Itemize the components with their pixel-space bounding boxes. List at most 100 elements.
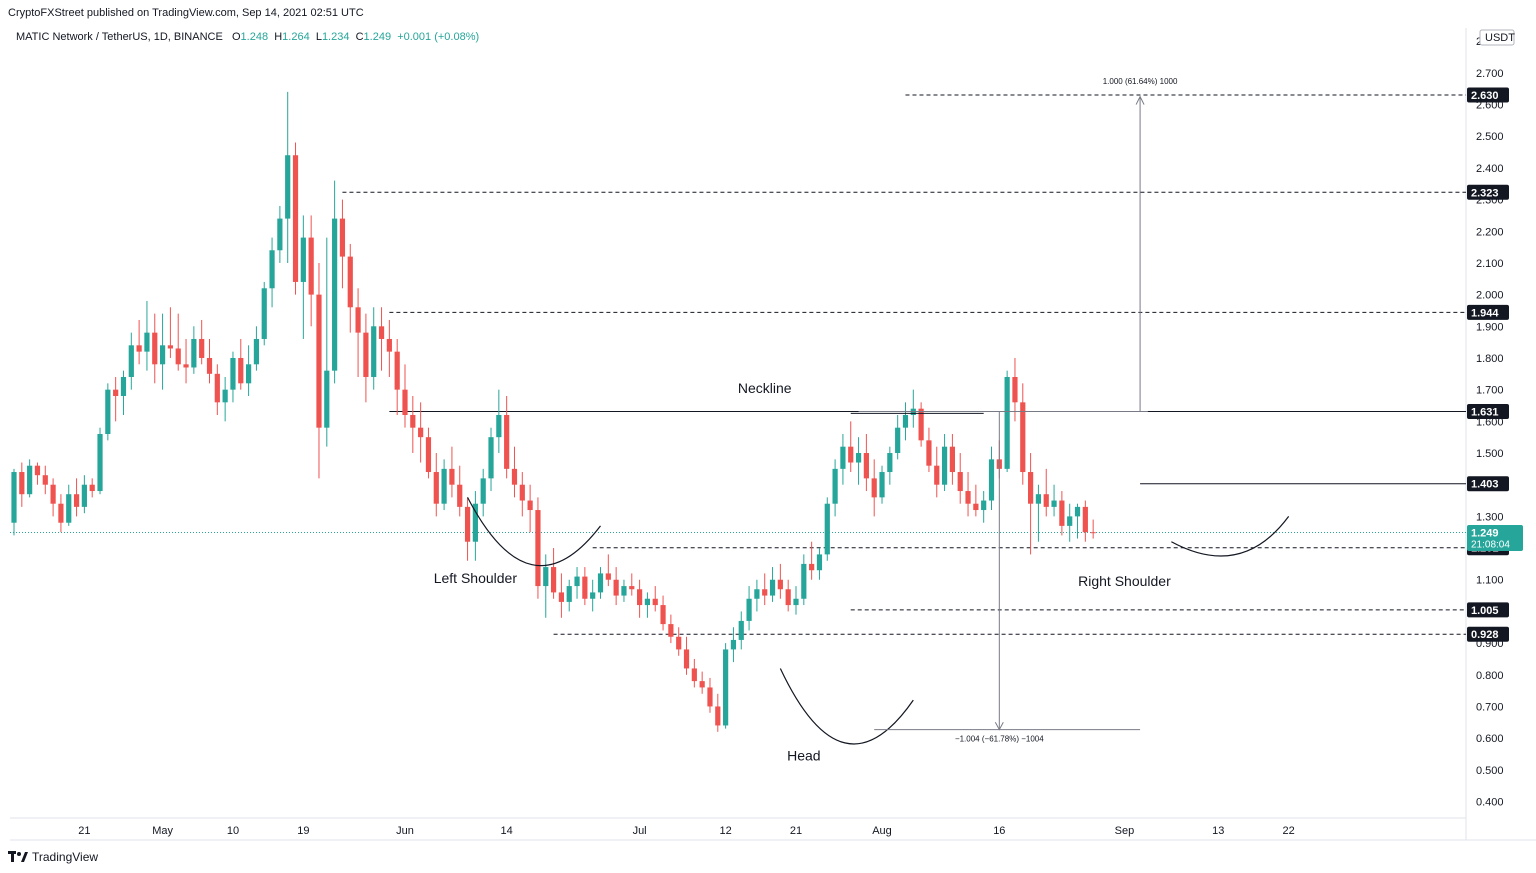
candle-body — [621, 586, 627, 596]
x-tick-label: 13 — [1212, 825, 1224, 837]
y-tick-label: 1.700 — [1476, 385, 1504, 397]
candle-body — [50, 484, 56, 504]
candle-body — [19, 472, 25, 495]
candle-body — [824, 503, 830, 555]
candle-body — [183, 364, 189, 368]
candle-body — [504, 415, 510, 469]
candle-body — [73, 494, 80, 507]
candle-body — [1020, 402, 1026, 473]
candle-body — [394, 351, 400, 390]
y-tick-label: 2.400 — [1476, 163, 1504, 175]
candle-body — [730, 639, 737, 650]
candle-body — [27, 465, 33, 495]
candle-body — [378, 326, 385, 339]
candle-body — [801, 563, 807, 599]
candle-body — [324, 370, 330, 428]
y-tick-label: 0.400 — [1476, 797, 1504, 809]
time-axis[interactable]: 221May1019Jun14Jul1221Aug16Sep1322 — [0, 825, 1295, 837]
pattern-label: Right Shoulder — [1078, 573, 1171, 589]
candle-body — [590, 592, 596, 599]
symbol-name[interactable]: MATIC Network / TetherUS, 1D, BINANCE — [16, 31, 223, 43]
candle-body — [386, 338, 392, 352]
candle-body — [605, 573, 611, 580]
x-tick-label: 22 — [1283, 825, 1295, 837]
candle-body — [1082, 506, 1088, 533]
left-shoulder-arc — [467, 497, 601, 567]
tradingview-logo-icon — [8, 851, 28, 862]
y-tick-label: 1.500 — [1476, 448, 1504, 460]
candle-body — [1043, 494, 1049, 507]
candle-body — [277, 218, 283, 251]
candle-body — [332, 218, 338, 371]
candle-body — [214, 373, 220, 403]
x-tick-label: 10 — [227, 825, 239, 837]
measure-down-label: −1.004 (−61.78%) −1004 — [955, 734, 1044, 743]
level-label: 1.944 — [1471, 307, 1499, 319]
level-badge — [1467, 602, 1509, 618]
measure-up-arrowhead — [1135, 95, 1145, 105]
level-label: 2.323 — [1471, 187, 1499, 199]
candle-body — [543, 567, 549, 587]
level-badge — [1467, 184, 1509, 200]
candle-body — [973, 503, 979, 511]
candle-body — [292, 155, 299, 282]
candle-body — [574, 576, 580, 587]
candle-body — [988, 459, 995, 501]
candle-body — [668, 624, 674, 637]
x-tick-label: 21 — [78, 825, 90, 837]
candle-body — [402, 389, 408, 416]
candle-body — [793, 598, 799, 606]
close-value: 1.249 — [363, 31, 392, 43]
candle-body — [652, 598, 658, 606]
y-tick-label: 0.800 — [1476, 670, 1504, 682]
level-badge — [1467, 476, 1509, 492]
candle-body — [683, 649, 690, 669]
close-label: C — [355, 31, 364, 43]
candle-body — [566, 586, 572, 602]
candle-body — [613, 579, 619, 596]
price-axis[interactable]: 0.4000.5000.6000.7000.8000.9001.0001.100… — [1467, 29, 1523, 809]
candle-body — [191, 338, 197, 368]
candle-body — [926, 440, 932, 466]
candle-body — [300, 237, 306, 282]
low-value: 1.234 — [321, 31, 350, 43]
y-tick-label: 2.200 — [1476, 226, 1504, 238]
candle-body — [840, 446, 846, 469]
countdown-label: 21:08:04 — [1471, 540, 1510, 551]
candle-body — [11, 472, 17, 523]
y-tick-label: 0.600 — [1476, 733, 1504, 745]
y-tick-label: 1.900 — [1476, 321, 1504, 333]
candle-body — [855, 453, 862, 463]
candle-body — [167, 345, 173, 349]
y-tick-label: 0.700 — [1476, 701, 1504, 713]
candle-body — [1035, 494, 1042, 504]
candle-body — [410, 415, 416, 428]
tradingview-brand[interactable]: TradingView — [8, 850, 98, 864]
candle-body — [949, 446, 955, 473]
candle-body — [472, 503, 478, 542]
candle-body — [230, 357, 236, 390]
x-tick-label: 19 — [297, 825, 309, 837]
x-tick-label: 16 — [993, 825, 1005, 837]
level-label: 1.005 — [1471, 605, 1499, 617]
y-tick-label: 0.500 — [1476, 765, 1504, 777]
candle-body — [676, 636, 682, 650]
x-tick-label: Sep — [1115, 825, 1135, 837]
candle-body — [120, 376, 127, 396]
pattern-label: Head — [787, 747, 820, 763]
candle-body — [175, 348, 181, 365]
candle-body — [629, 586, 635, 590]
candle-body — [723, 649, 729, 726]
y-tick-label: 2.500 — [1476, 131, 1504, 143]
candle-body — [754, 589, 760, 599]
candle-body — [66, 494, 72, 523]
candle-body — [222, 389, 228, 403]
open-label: O — [231, 31, 241, 43]
currency-label: USDT — [1485, 32, 1515, 44]
y-tick-label: 2.100 — [1476, 258, 1504, 270]
candle-body — [863, 453, 869, 479]
candle-body — [832, 468, 838, 504]
candle-body — [699, 681, 705, 688]
x-tick-label: Jul — [633, 825, 647, 837]
